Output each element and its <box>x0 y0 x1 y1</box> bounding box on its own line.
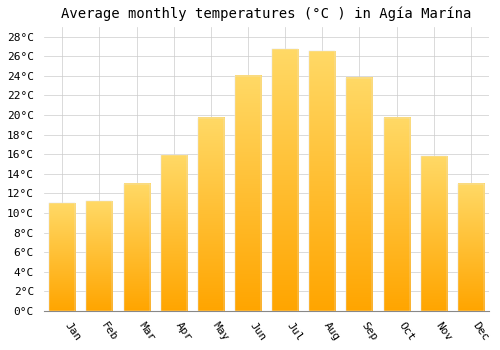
Bar <box>272 49 298 311</box>
Bar <box>198 118 224 311</box>
Bar <box>384 118 409 311</box>
Bar <box>420 156 446 311</box>
Bar <box>458 184 484 311</box>
Bar <box>420 156 446 311</box>
Bar <box>86 201 113 311</box>
Bar <box>272 49 298 311</box>
Bar <box>309 51 335 311</box>
Bar <box>235 76 261 311</box>
Bar <box>235 76 261 311</box>
Title: Average monthly temperatures (°C ) in Agía Marína: Average monthly temperatures (°C ) in Ag… <box>62 7 472 21</box>
Bar <box>309 51 335 311</box>
Bar <box>346 78 372 311</box>
Bar <box>160 155 186 311</box>
Bar <box>346 78 372 311</box>
Bar <box>198 118 224 311</box>
Bar <box>160 155 186 311</box>
Bar <box>49 203 75 311</box>
Bar <box>124 184 150 311</box>
Bar <box>384 118 409 311</box>
Bar <box>458 184 484 311</box>
Bar <box>49 203 75 311</box>
Bar <box>86 201 113 311</box>
Bar <box>124 184 150 311</box>
